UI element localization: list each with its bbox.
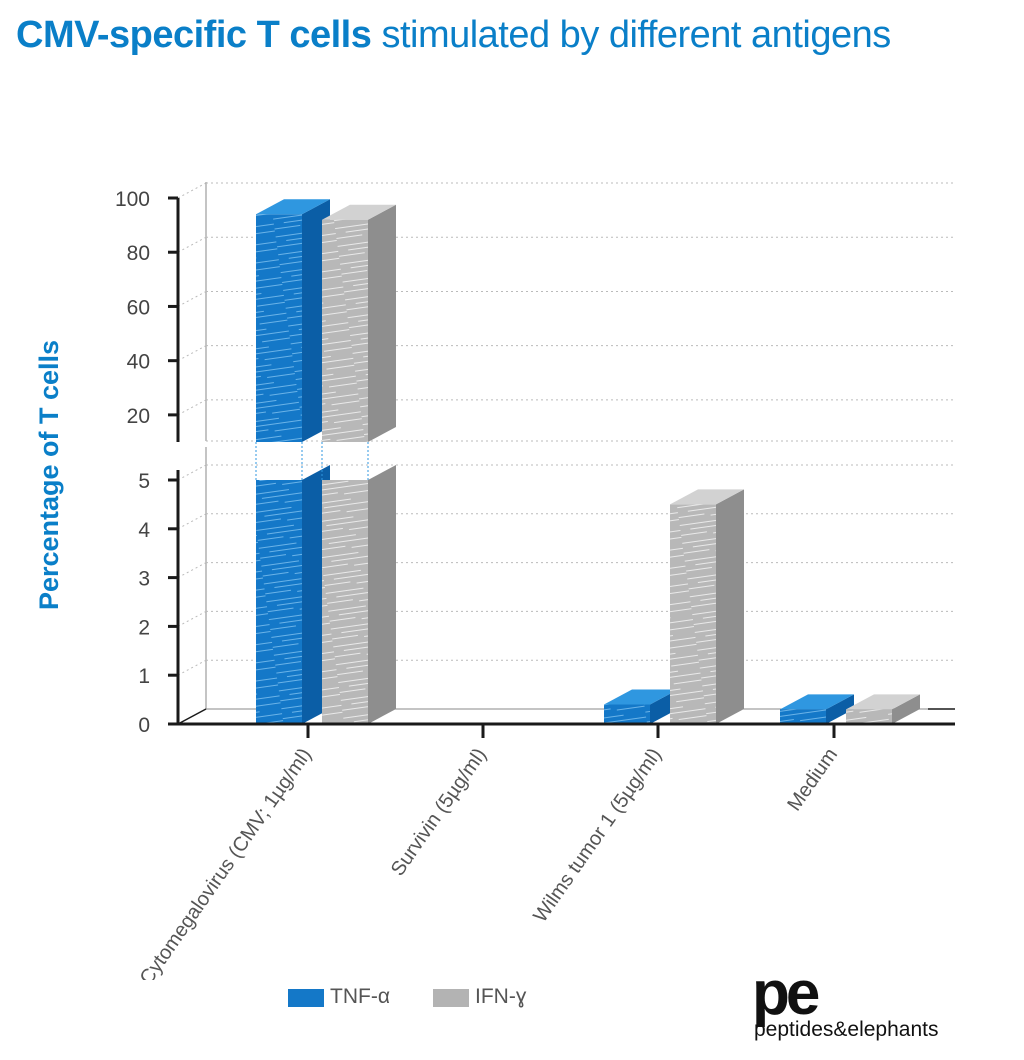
bar-tnf-2 <box>604 689 678 724</box>
y-tick-label: 20 <box>127 405 150 428</box>
gridline-diag <box>177 464 207 481</box>
bar-tnf-2-top <box>604 689 678 705</box>
bar-ifn-0-side <box>368 465 396 724</box>
bar-ifn-3-front <box>846 709 892 724</box>
legend-label-tnf: TNF-α <box>330 985 390 1008</box>
bar-tnf-3-side <box>826 694 854 724</box>
y-tick-label: 0 <box>138 714 150 737</box>
bar-tnf-0-front <box>256 214 302 442</box>
y-axis-title: Percentage of T cells <box>34 340 64 610</box>
bar-ifn-2-side <box>716 489 744 724</box>
bar-tnf-3-top <box>780 694 854 710</box>
chart-title: CMV-specific T cells stimulated by diffe… <box>16 14 891 57</box>
logo-mark: pe <box>752 959 820 1028</box>
bar-ifn-0-side <box>368 204 396 442</box>
bar-layer <box>255 199 920 724</box>
gridline-diag <box>177 345 207 362</box>
gridline-diag <box>177 236 207 253</box>
y-tick-label: 3 <box>138 568 150 591</box>
y-tick-label: 60 <box>127 296 150 319</box>
bar-tnf-0 <box>255 199 330 724</box>
chart-plot-area: 0 1 2 3 4 5 20 40 60 80 100 Cytomegalovirus (CMV; 1… <box>34 182 955 980</box>
bar-ifn-0-front <box>322 219 368 442</box>
y-tick-label: 4 <box>138 519 150 542</box>
x-tick-label: Medium <box>783 744 842 815</box>
bar-ifn-3-top <box>846 694 920 710</box>
y-tick-label: 40 <box>127 351 150 374</box>
x-tick-label: Survivin (5µg/ml) <box>387 744 491 880</box>
legend-label-ifn: IFN-ɣ <box>475 985 527 1008</box>
gridline-diag <box>177 562 207 579</box>
gridline-diag <box>177 182 207 199</box>
axis-layer <box>168 196 955 738</box>
brand-logo: pe peptides&elephants <box>752 959 1012 1052</box>
bar-tnf-2-front <box>604 704 650 724</box>
chart-title-bold: CMV-specific T cells <box>16 14 372 56</box>
gridline-diag <box>177 513 207 530</box>
y-tick-label: 80 <box>127 242 150 265</box>
bar-ifn-0-front <box>322 480 368 724</box>
bar-tnf-3-front <box>780 709 826 724</box>
x-tick-label: Wilms tumor 1 (5µg/ml) <box>529 744 666 926</box>
bar-ifn-0-top <box>322 204 396 220</box>
bar-ifn-2-top <box>670 489 744 505</box>
gridline-diag <box>177 659 207 676</box>
y-tick-label: 100 <box>115 188 150 211</box>
bar-tnf-0-front <box>256 480 302 724</box>
legend-swatch-ifn <box>433 989 469 1007</box>
y-tick-label: 2 <box>138 616 150 639</box>
legend-swatch-tnf <box>288 989 324 1007</box>
bar-ifn-2-front <box>670 504 716 724</box>
bar-ifn-3-side <box>892 694 920 724</box>
bar-tnf-3 <box>780 694 854 724</box>
chart-title-regular: stimulated by different antigens <box>381 14 891 56</box>
bar-tnf-0-top <box>256 199 330 215</box>
floor-corner <box>177 708 207 725</box>
y-tick-label: 5 <box>138 470 150 493</box>
bar-ifn-3 <box>846 694 920 724</box>
logo-text: peptides&elephants <box>754 1018 939 1041</box>
bar-ifn-0 <box>321 204 396 724</box>
gridline-diag <box>177 399 207 416</box>
gridline-diag <box>177 610 207 627</box>
bar-ifn-2 <box>670 489 744 724</box>
x-tick-label: Cytomegalovirus (CMV; 1µg/ml) <box>136 744 316 980</box>
gridline-diag <box>177 291 207 307</box>
y-tick-label: 1 <box>138 665 150 688</box>
